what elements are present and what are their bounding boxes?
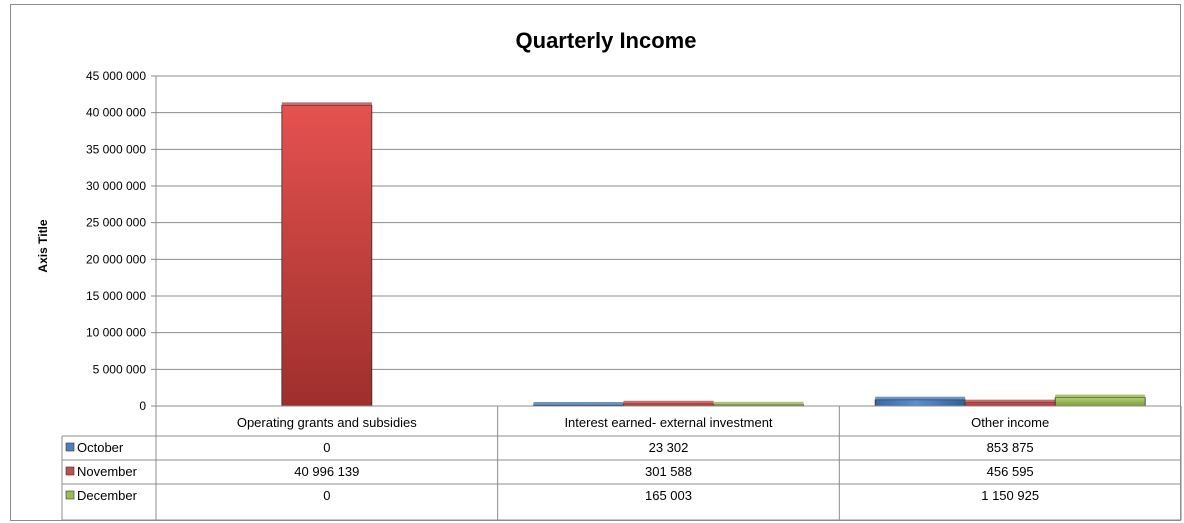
data-label: 301 588	[645, 464, 692, 479]
bar-top-november	[281, 102, 372, 106]
data-label: 40 996 139	[294, 464, 359, 479]
category-label: Interest earned- external investment	[564, 415, 772, 430]
bar-top-december	[713, 401, 804, 405]
data-label: 23 302	[649, 440, 689, 455]
bar-november	[281, 104, 373, 407]
y-tick-label: 45 000 000	[86, 69, 146, 83]
bar-top-october	[533, 402, 624, 405]
series-label-november: November	[77, 464, 138, 479]
chart-title: Quarterly Income	[516, 28, 697, 53]
data-label: 0	[323, 488, 330, 503]
data-table: Operating grants and subsidies Interest e…	[61, 405, 1182, 521]
y-axis-label: Axis Title	[36, 219, 50, 272]
legend-key-november	[65, 466, 75, 476]
data-label: 0	[323, 440, 330, 455]
series-label-october: October	[77, 440, 124, 455]
y-tick-label: 15 000 000	[86, 289, 146, 303]
bar-top-november	[623, 400, 714, 404]
y-tick-label: 35 000 000	[86, 142, 146, 156]
series-label-december: December	[77, 488, 138, 503]
bar-top-october	[875, 396, 966, 400]
legend-key-october	[65, 442, 75, 452]
y-tick-label: 0	[139, 399, 146, 413]
y-tick-label: 10 000 000	[86, 326, 146, 340]
data-label: 165 003	[645, 488, 692, 503]
y-tick-label: 5 000 000	[93, 362, 147, 376]
bars	[281, 102, 1146, 407]
category-label: Operating grants and subsidies	[237, 415, 417, 430]
y-tick-label: 40 000 000	[86, 106, 146, 120]
bar-october	[874, 399, 966, 407]
y-tick-label: 20 000 000	[86, 252, 146, 266]
chart-frame: Quarterly Income Axis Title 0 5 000 000 10…	[10, 4, 1182, 521]
bar-top-december	[1055, 394, 1146, 398]
quarterly-income-chart: Quarterly Income Axis Title 0 5 000 000 10…	[36, 28, 1182, 521]
bar-november	[964, 402, 1056, 407]
bar-top-november	[965, 399, 1056, 403]
y-tick-label: 25 000 000	[86, 216, 146, 230]
category-label: Other income	[971, 415, 1049, 430]
bar-december	[1054, 397, 1146, 407]
data-label: 853 875	[987, 440, 1034, 455]
legend-key-december	[65, 490, 75, 500]
y-tick-label: 30 000 000	[86, 179, 146, 193]
data-label: 456 595	[987, 464, 1034, 479]
data-label: 1 150 925	[981, 488, 1039, 503]
y-axis-ticks: 0 5 000 000 10 000 000 15 000 000 20 000 000…	[86, 69, 146, 413]
